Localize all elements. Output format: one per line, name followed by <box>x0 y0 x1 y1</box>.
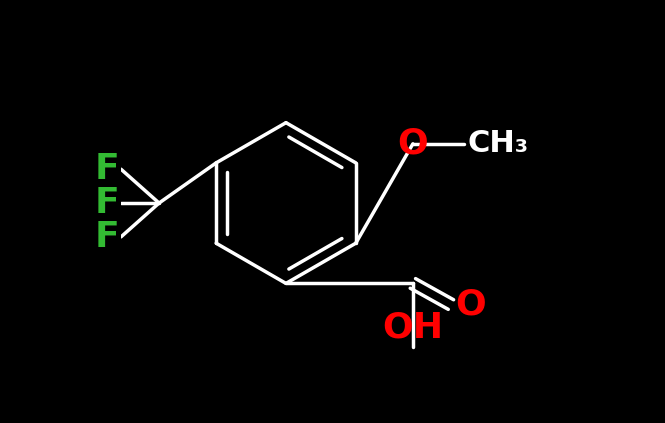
Text: O: O <box>455 288 486 321</box>
Text: OH: OH <box>382 311 444 345</box>
Text: F: F <box>94 220 119 254</box>
Text: F: F <box>94 152 119 186</box>
Text: F: F <box>94 186 119 220</box>
Text: O: O <box>398 127 428 161</box>
Text: CH₃: CH₃ <box>468 129 529 158</box>
